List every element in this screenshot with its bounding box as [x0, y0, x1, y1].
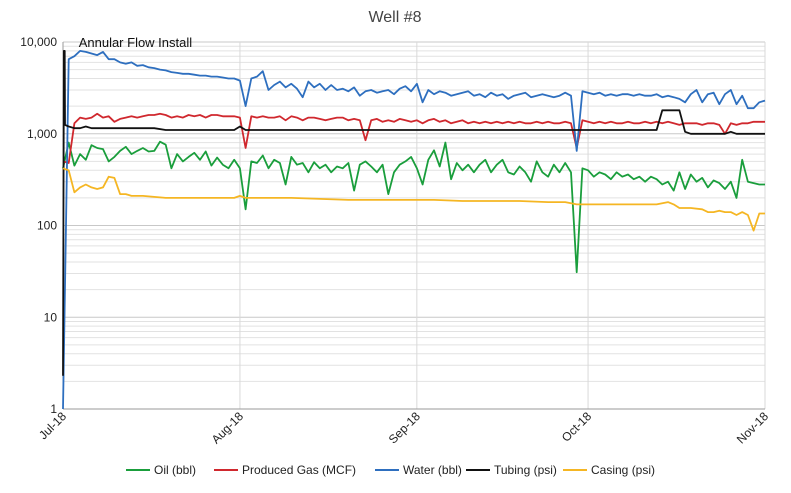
y-tick-label: 10 — [44, 310, 58, 324]
series-layer — [62, 50, 766, 410]
x-tick-label: Oct-18 — [559, 409, 595, 445]
legend-label-0: Oil (bbl) — [154, 463, 196, 477]
legend-label-2: Water (bbl) — [403, 463, 462, 477]
series-line-2 — [62, 50, 766, 410]
y-tick-label: 1,000 — [27, 127, 57, 141]
legend-label-1: Produced Gas (MCF) — [242, 463, 356, 477]
x-tick-label: Nov-18 — [734, 409, 771, 446]
grid-layer — [62, 41, 766, 410]
legend: Oil (bbl) Produced Gas (MCF) Water (bbl) Tu… — [126, 463, 655, 477]
y-tick-label: 100 — [37, 219, 57, 233]
series-line-0 — [62, 140, 765, 274]
y-tick-label: 1 — [50, 402, 57, 416]
x-tick-label: Sep-18 — [386, 409, 423, 446]
legend-label-3: Tubing (psi) — [494, 463, 557, 477]
series-line-3 — [62, 50, 765, 376]
series-line-4 — [62, 167, 765, 232]
x-tick-label: Aug-18 — [209, 409, 246, 446]
y-tick-label: 10,000 — [20, 35, 57, 49]
annotation-label: Annular Flow Install — [79, 35, 193, 50]
chart-title: Well #8 — [368, 9, 421, 26]
legend-label-4: Casing (psi) — [591, 463, 655, 477]
series-line-1 — [62, 112, 765, 164]
